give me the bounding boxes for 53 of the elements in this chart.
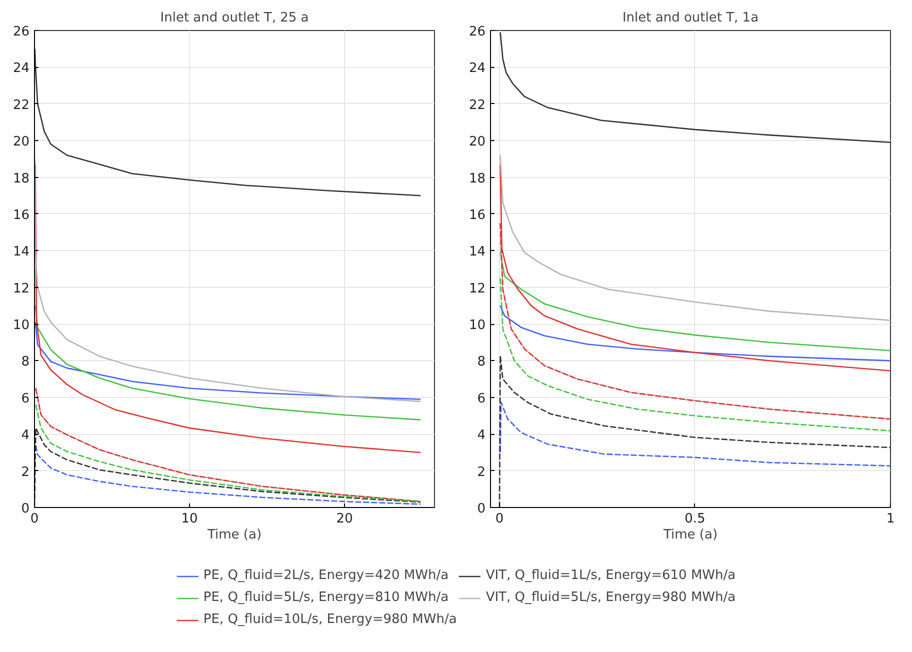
line-series bbox=[34, 164, 422, 454]
y-tick-label: 24 bbox=[12, 61, 30, 76]
chart-title: Inlet and outlet T, 1a bbox=[622, 10, 759, 26]
line-series bbox=[500, 402, 890, 467]
legend-label: PE, Q_fluid=2L/s, Energy=420 MWh/a bbox=[203, 568, 449, 583]
y-tick-label: 8 bbox=[477, 354, 486, 370]
x-tick-label: 10 bbox=[181, 512, 198, 526]
line-series bbox=[34, 305, 422, 420]
y-tick-label: 18 bbox=[468, 171, 486, 186]
y-tick-label: 22 bbox=[468, 98, 486, 113]
y-tick-label: 20 bbox=[468, 134, 486, 150]
y-tick-label: 26 bbox=[468, 24, 486, 40]
y-tick-label: 14 bbox=[468, 244, 486, 260]
x-tick-label: 20 bbox=[336, 512, 353, 526]
line-series bbox=[34, 158, 422, 402]
line-series bbox=[34, 322, 422, 400]
y-tick-label: 4 bbox=[21, 428, 30, 444]
line-series bbox=[34, 48, 422, 196]
y-tick-label: 0 bbox=[21, 502, 30, 516]
legend-label: PE, Q_fluid=5L/s, Energy=810 MWh/a bbox=[203, 590, 449, 605]
chart-title: Inlet and outlet T, 25 a bbox=[160, 10, 309, 26]
x-tick-label: 1 bbox=[886, 512, 895, 526]
y-tick-label: 18 bbox=[12, 171, 30, 186]
y-tick-label: 0 bbox=[477, 502, 486, 516]
line-series bbox=[500, 252, 890, 352]
y-tick-label: 12 bbox=[468, 281, 486, 296]
y-tick-label: 8 bbox=[21, 354, 30, 370]
line-series bbox=[500, 305, 890, 362]
y-tick-label: 16 bbox=[12, 208, 30, 223]
y-tick-label: 20 bbox=[12, 134, 30, 150]
x-axis-title: Time (a) bbox=[206, 528, 262, 542]
y-tick-label: 6 bbox=[21, 391, 30, 406]
y-tick-label: 10 bbox=[468, 318, 486, 334]
line-series bbox=[500, 278, 890, 432]
y-tick-label: 2 bbox=[477, 464, 486, 480]
y-tick-label: 14 bbox=[12, 244, 30, 260]
y-tick-label: 12 bbox=[12, 281, 30, 296]
y-tick-label: 26 bbox=[12, 24, 30, 40]
y-tick-label: 16 bbox=[468, 208, 486, 223]
y-tick-label: 6 bbox=[477, 391, 486, 406]
y-tick-label: 2 bbox=[21, 464, 30, 480]
legend-label: VIT, Q_fluid=1L/s, Energy=610 MWh/a bbox=[486, 568, 736, 583]
legend-label: VIT, Q_fluid=5L/s, Energy=980 MWh/a bbox=[486, 590, 736, 605]
line-series bbox=[35, 444, 422, 505]
line-series bbox=[500, 154, 890, 322]
y-tick-label: 4 bbox=[477, 428, 486, 444]
x-tick-label: 0.5 bbox=[684, 512, 706, 526]
y-tick-label: 24 bbox=[468, 61, 486, 76]
y-tick-label: 10 bbox=[12, 318, 30, 334]
y-tick-label: 22 bbox=[12, 98, 30, 113]
legend-label: PE, Q_fluid=10L/s, Energy=980 MWh/a bbox=[203, 612, 457, 627]
x-tick-label: 0 bbox=[495, 512, 504, 526]
x-axis-title: Time (a) bbox=[662, 528, 718, 542]
